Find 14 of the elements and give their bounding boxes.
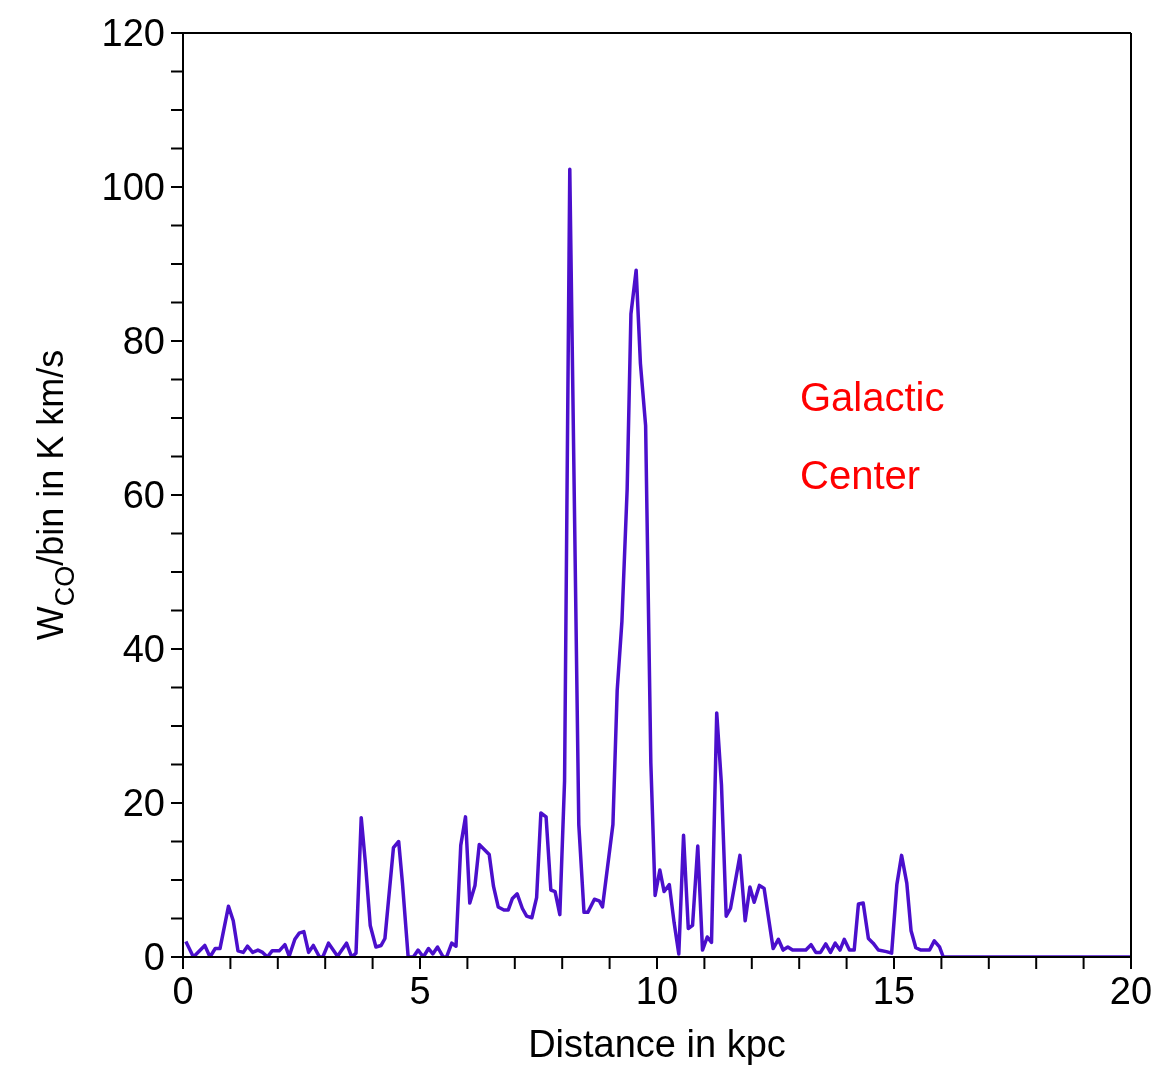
x-tick-label: 20: [1109, 969, 1153, 1012]
y-tick-label: 20: [122, 782, 165, 825]
x-tick-label: 15: [872, 969, 916, 1012]
y-tick-label: 80: [122, 320, 165, 363]
x-tick-label: 10: [635, 969, 679, 1012]
y-tick-label: 40: [122, 628, 165, 671]
x-tick-label: 5: [409, 969, 431, 1012]
x-axis-title: Distance in kpc: [528, 1023, 786, 1065]
y-tick-label: 0: [143, 936, 165, 979]
x-tick-label: 0: [172, 969, 194, 1012]
y-tick-label: 60: [122, 474, 165, 517]
annotation: Galactic Center: [800, 374, 946, 499]
y-tick-label: 100: [101, 166, 165, 209]
y-tick-label: 120: [101, 12, 165, 55]
